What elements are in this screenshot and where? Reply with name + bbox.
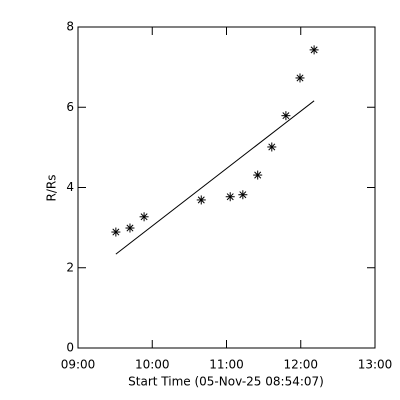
y-tick-label: 4 [66,180,74,194]
data-point [295,73,305,83]
asterisk-stroke [239,191,247,199]
asterisk-stroke [140,213,148,221]
asterisk-stroke [197,196,205,204]
data-point [309,45,319,55]
x-tick-label: 13:00 [358,358,393,372]
x-tick-label: 09:00 [61,358,96,372]
data-point [281,111,291,121]
asterisk-stroke [126,224,134,232]
data-point [139,212,149,222]
x-axis-label: Start Time (05-Nov-25 08:54:07) [128,375,324,389]
data-point [225,192,235,202]
asterisk-stroke [226,193,234,201]
y-tick-label: 8 [66,20,74,34]
plot-frame [77,26,376,349]
data-point [253,170,263,180]
asterisk-stroke [282,112,290,120]
x-tick-label: 10:00 [135,358,170,372]
x-tick-label: 11:00 [209,358,244,372]
data-point [267,142,277,152]
asterisk-stroke [112,228,120,236]
data-point [111,227,121,237]
y-axis-label: R/Rs [45,175,59,202]
data-point [238,190,248,200]
y-tick-label: 0 [66,341,74,355]
x-tick-label: 12:00 [283,358,318,372]
y-tick-label: 2 [66,260,74,274]
asterisk-stroke [268,143,276,151]
data-point [196,195,206,205]
y-tick-label: 6 [66,100,74,114]
fit-line [115,100,315,255]
asterisk-stroke [310,46,318,54]
asterisk-stroke [254,171,262,179]
data-point [125,223,135,233]
asterisk-stroke [296,74,304,82]
